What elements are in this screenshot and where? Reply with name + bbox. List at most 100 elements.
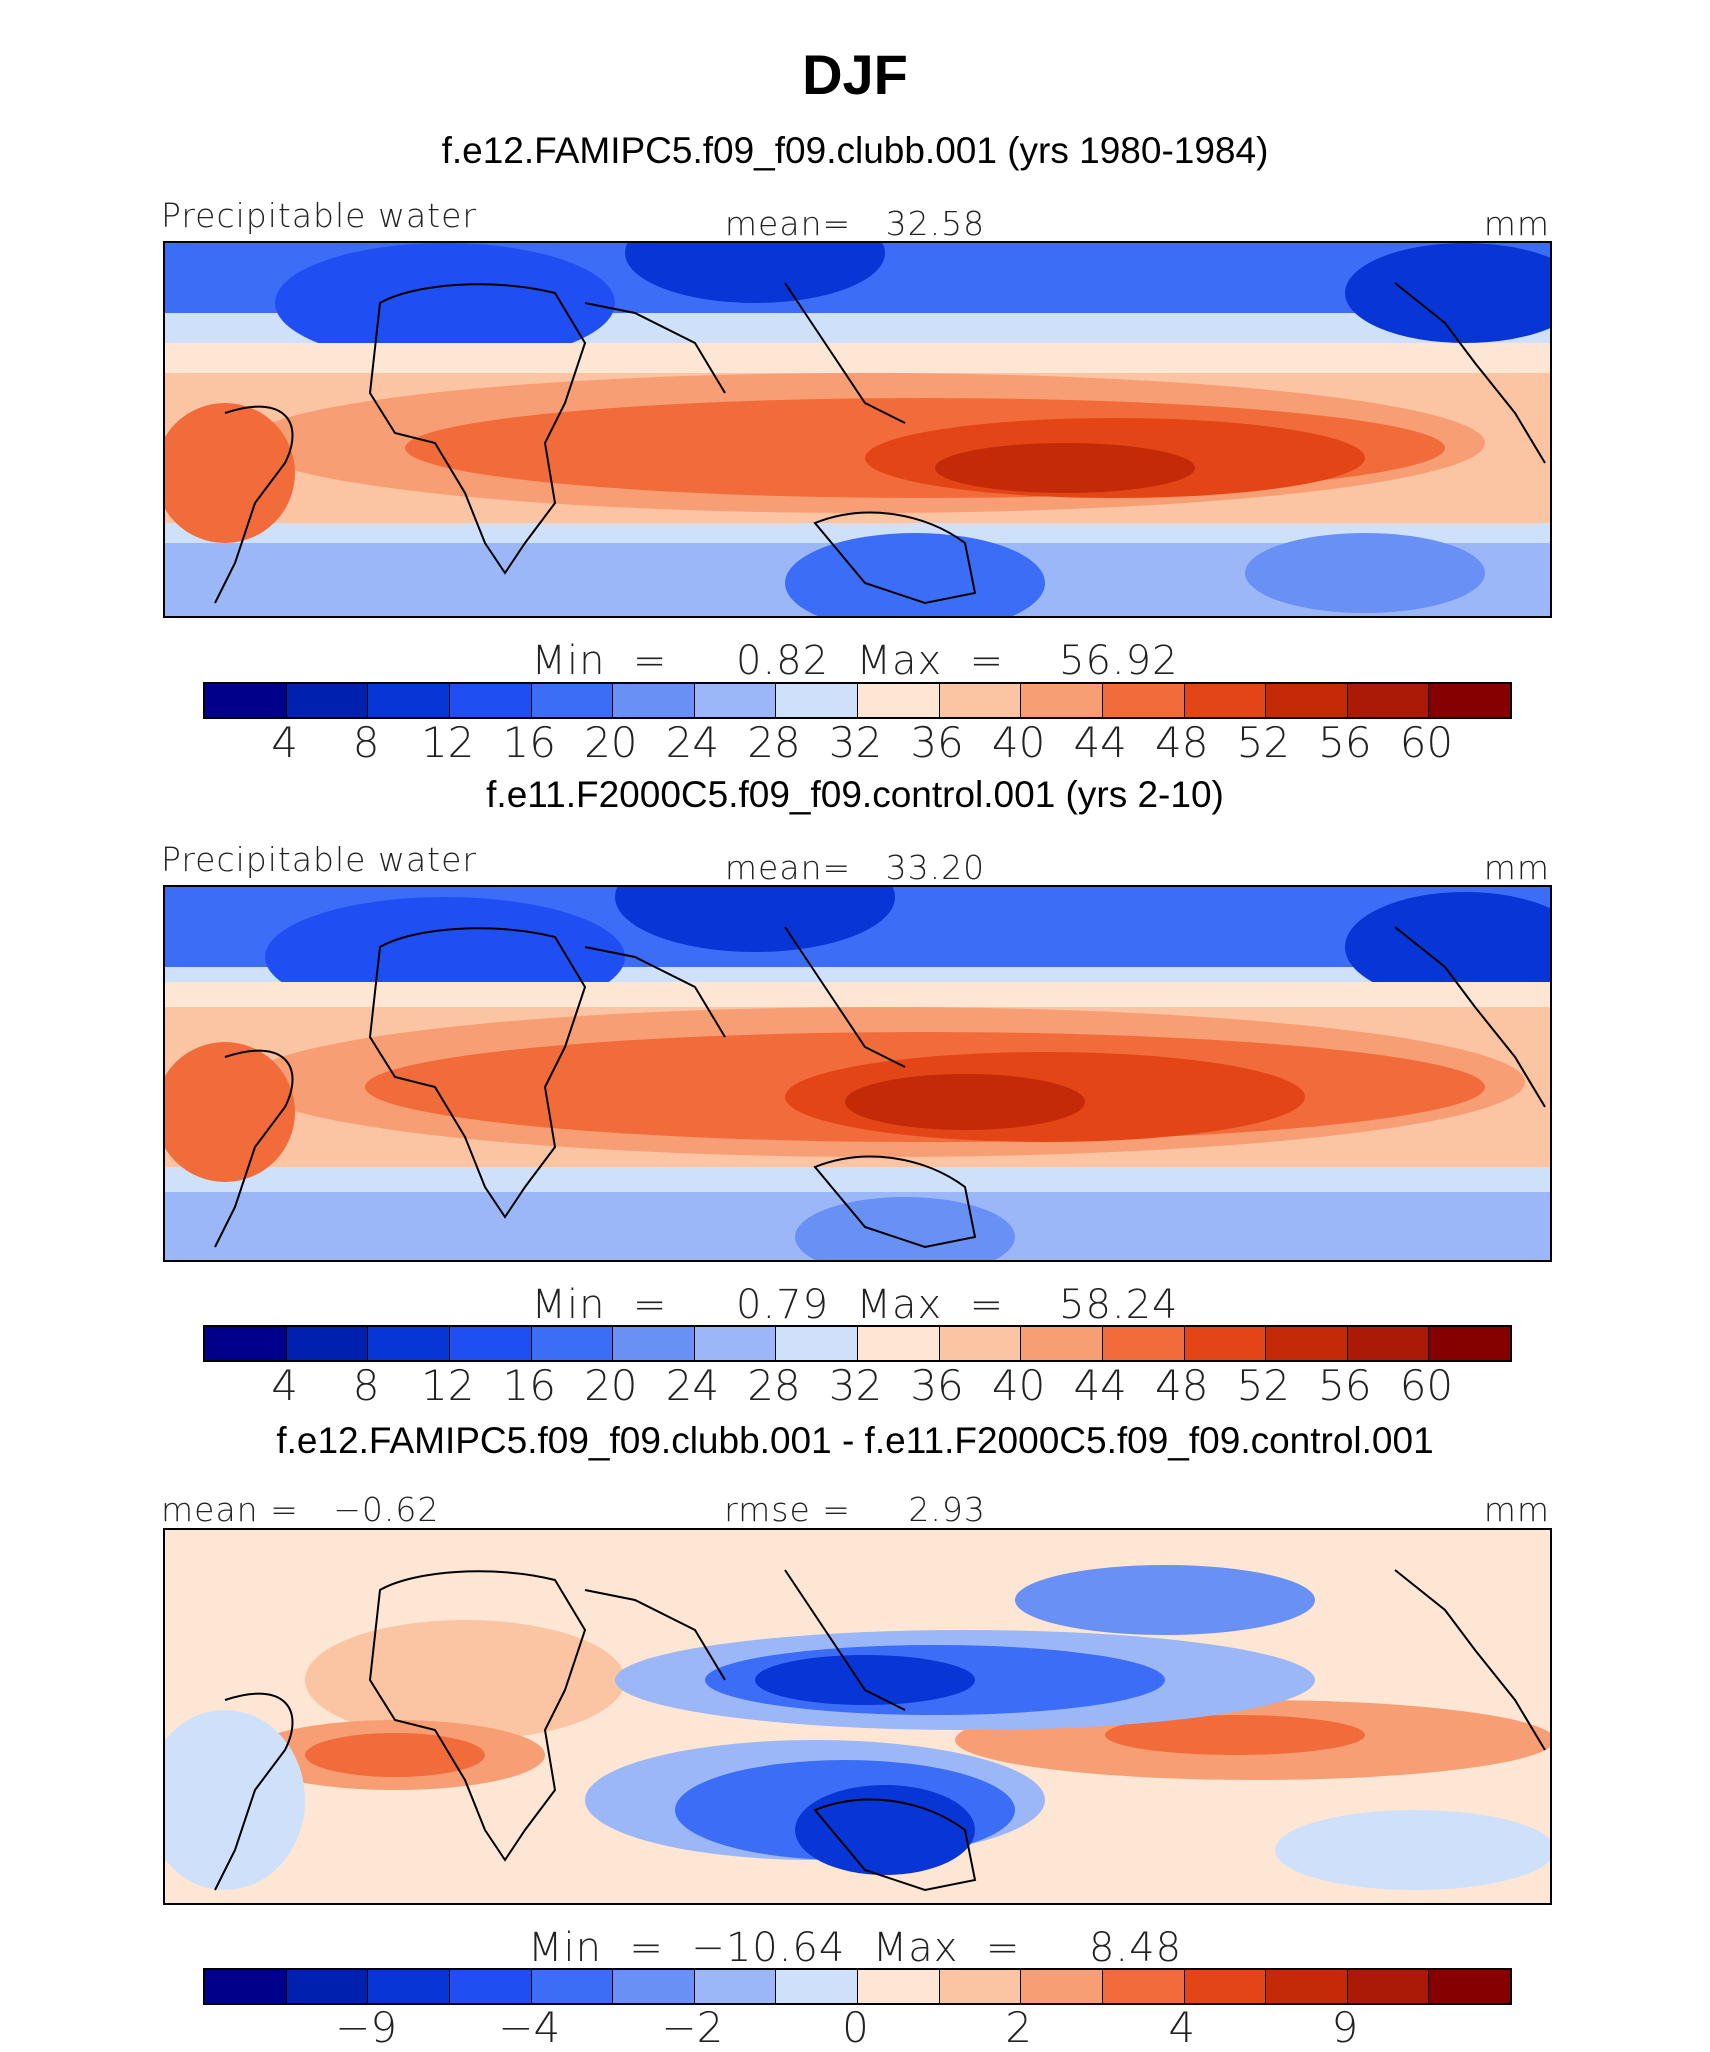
colorbar-cell xyxy=(368,684,450,717)
panel-3-units-label: mm xyxy=(1483,1490,1550,1529)
panel-1-mean-label: mean= 32.58 xyxy=(724,204,986,243)
colorbar-cell xyxy=(1347,1327,1430,1360)
panel-3-colorbar xyxy=(203,1968,1512,2005)
colorbar-cell xyxy=(858,1327,940,1360)
colorbar-tick-label: 48 xyxy=(1155,1361,1209,1410)
colorbar-cell xyxy=(939,684,1022,717)
panel-1-units-label: mm xyxy=(1483,204,1550,243)
panel-2-units-label: mm xyxy=(1483,848,1550,887)
panel-1-minmax-label: Min = 0.82 Max = 56.92 xyxy=(531,638,1179,684)
colorbar-cell xyxy=(531,684,614,717)
colorbar-tick-label: −4 xyxy=(498,2003,561,2052)
colorbar-cell xyxy=(531,1327,614,1360)
panel-1-contour-field xyxy=(165,243,1550,616)
colorbar-cell xyxy=(1266,1327,1348,1360)
colorbar-tick-label: 8 xyxy=(352,718,380,767)
colorbar-tick-label: 36 xyxy=(910,718,964,767)
colorbar-tick-label: 2 xyxy=(1005,2003,1032,2052)
colorbar-cell xyxy=(1102,1970,1185,2003)
panel-3-rmse-label: rmse = 2.93 xyxy=(724,1490,986,1529)
colorbar-tick-label: 52 xyxy=(1236,718,1291,767)
panel-1-map xyxy=(163,241,1552,618)
colorbar-cell xyxy=(1184,1970,1267,2003)
colorbar-cell xyxy=(1021,1327,1103,1360)
colorbar-tick-label: 52 xyxy=(1236,1361,1291,1410)
colorbar-tick-label: 28 xyxy=(747,718,801,767)
colorbar-tick-label: 4 xyxy=(1168,2003,1196,2052)
panel-1-colorbar-ticks: 4 8 12 16 20 24 28 32 36 40 44 48 52 56 60 xyxy=(203,718,1508,767)
panel-1-title: f.e12.FAMIPC5.f09_f09.clubb.001 (yrs 198… xyxy=(441,130,1269,171)
colorbar-tick-label: 44 xyxy=(1073,1361,1127,1410)
colorbar-cell xyxy=(449,1970,532,2003)
colorbar-cell xyxy=(858,1970,940,2003)
colorbar-cell xyxy=(776,1327,858,1360)
colorbar-tick-label: 8 xyxy=(352,1361,380,1410)
colorbar-tick-label: 4 xyxy=(271,718,298,767)
colorbar-cell xyxy=(1347,684,1430,717)
colorbar-tick-label: 24 xyxy=(665,1361,720,1410)
panel-3-colorbar-ticks: −9 −4 −2 0 2 4 9 xyxy=(203,2003,1508,2052)
colorbar-tick-label: 56 xyxy=(1318,718,1372,767)
colorbar-tick-label: 12 xyxy=(420,1361,475,1410)
colorbar-cell xyxy=(613,684,695,717)
colorbar-tick-label: 20 xyxy=(584,718,638,767)
colorbar-cell xyxy=(286,684,369,717)
colorbar-cell xyxy=(1266,1970,1348,2003)
colorbar-cell xyxy=(776,684,858,717)
panel-3-title: f.e12.FAMIPC5.f09_f09.clubb.001 - f.e11.… xyxy=(276,1420,1434,1461)
colorbar-cell xyxy=(694,1327,777,1360)
panel-1-variable-label: Precipitable water xyxy=(161,196,477,235)
colorbar-tick-label: 48 xyxy=(1155,718,1209,767)
colorbar-cell xyxy=(1266,684,1348,717)
panel-2-colorbar-ticks: 4 8 12 16 20 24 28 32 36 40 44 48 52 56 60 xyxy=(203,1361,1508,1410)
colorbar-cell xyxy=(286,1970,369,2003)
colorbar-tick-label: 44 xyxy=(1073,718,1127,767)
colorbar-cell xyxy=(613,1327,695,1360)
colorbar-tick-label: 32 xyxy=(828,1361,883,1410)
colorbar-cell xyxy=(449,684,532,717)
colorbar-cell xyxy=(939,1327,1022,1360)
colorbar-cell xyxy=(1347,1970,1430,2003)
colorbar-tick-label: 20 xyxy=(584,1361,638,1410)
panel-2-colorbar xyxy=(203,1325,1512,1362)
colorbar-cell xyxy=(1184,684,1267,717)
colorbar-cell xyxy=(858,684,940,717)
colorbar-cell xyxy=(776,1970,858,2003)
colorbar-cell xyxy=(205,1327,287,1360)
colorbar-cell xyxy=(1021,1970,1103,2003)
colorbar-cell xyxy=(286,1327,369,1360)
colorbar-tick-label: 40 xyxy=(991,718,1046,767)
colorbar-tick-label: 56 xyxy=(1318,1361,1372,1410)
colorbar-cell xyxy=(1429,1327,1510,1360)
figure-title: DJF xyxy=(802,43,908,106)
panel-2-title: f.e11.F2000C5.f09_f09.control.001 (yrs 2… xyxy=(486,774,1224,815)
colorbar-tick-label: 16 xyxy=(502,1361,556,1410)
colorbar-tick-label: 16 xyxy=(502,718,556,767)
colorbar-cell xyxy=(939,1970,1022,2003)
panel-2-map xyxy=(163,885,1552,1262)
colorbar-tick-label: 60 xyxy=(1399,1361,1454,1410)
colorbar-cell xyxy=(1184,1327,1267,1360)
colorbar-cell xyxy=(613,1970,695,2003)
colorbar-tick-label: −9 xyxy=(335,2003,398,2052)
colorbar-tick-label: 24 xyxy=(665,718,720,767)
colorbar-cell xyxy=(368,1970,450,2003)
panel-2-mean-label: mean= 33.20 xyxy=(724,848,986,887)
colorbar-cell xyxy=(1102,1327,1185,1360)
colorbar-tick-label: 36 xyxy=(910,1361,964,1410)
colorbar-tick-label: 40 xyxy=(991,1361,1046,1410)
panel-2-minmax-label: Min = 0.79 Max = 58.24 xyxy=(531,1282,1179,1328)
colorbar-cell xyxy=(1429,684,1510,717)
panel-3-mean-label: mean = −0.62 xyxy=(161,1490,440,1529)
panel-1-colorbar xyxy=(203,682,1512,719)
colorbar-tick-label: 0 xyxy=(842,2003,869,2052)
panel-3-map xyxy=(163,1528,1552,1905)
panel-2-contour-field xyxy=(165,887,1550,1260)
colorbar-tick-label: 9 xyxy=(1331,2003,1359,2052)
colorbar-tick-label: 60 xyxy=(1399,718,1454,767)
colorbar-cell xyxy=(694,684,777,717)
colorbar-tick-label: −2 xyxy=(661,2003,724,2052)
colorbar-cell xyxy=(205,684,287,717)
colorbar-tick-label: 12 xyxy=(420,718,475,767)
colorbar-cell xyxy=(1102,684,1185,717)
